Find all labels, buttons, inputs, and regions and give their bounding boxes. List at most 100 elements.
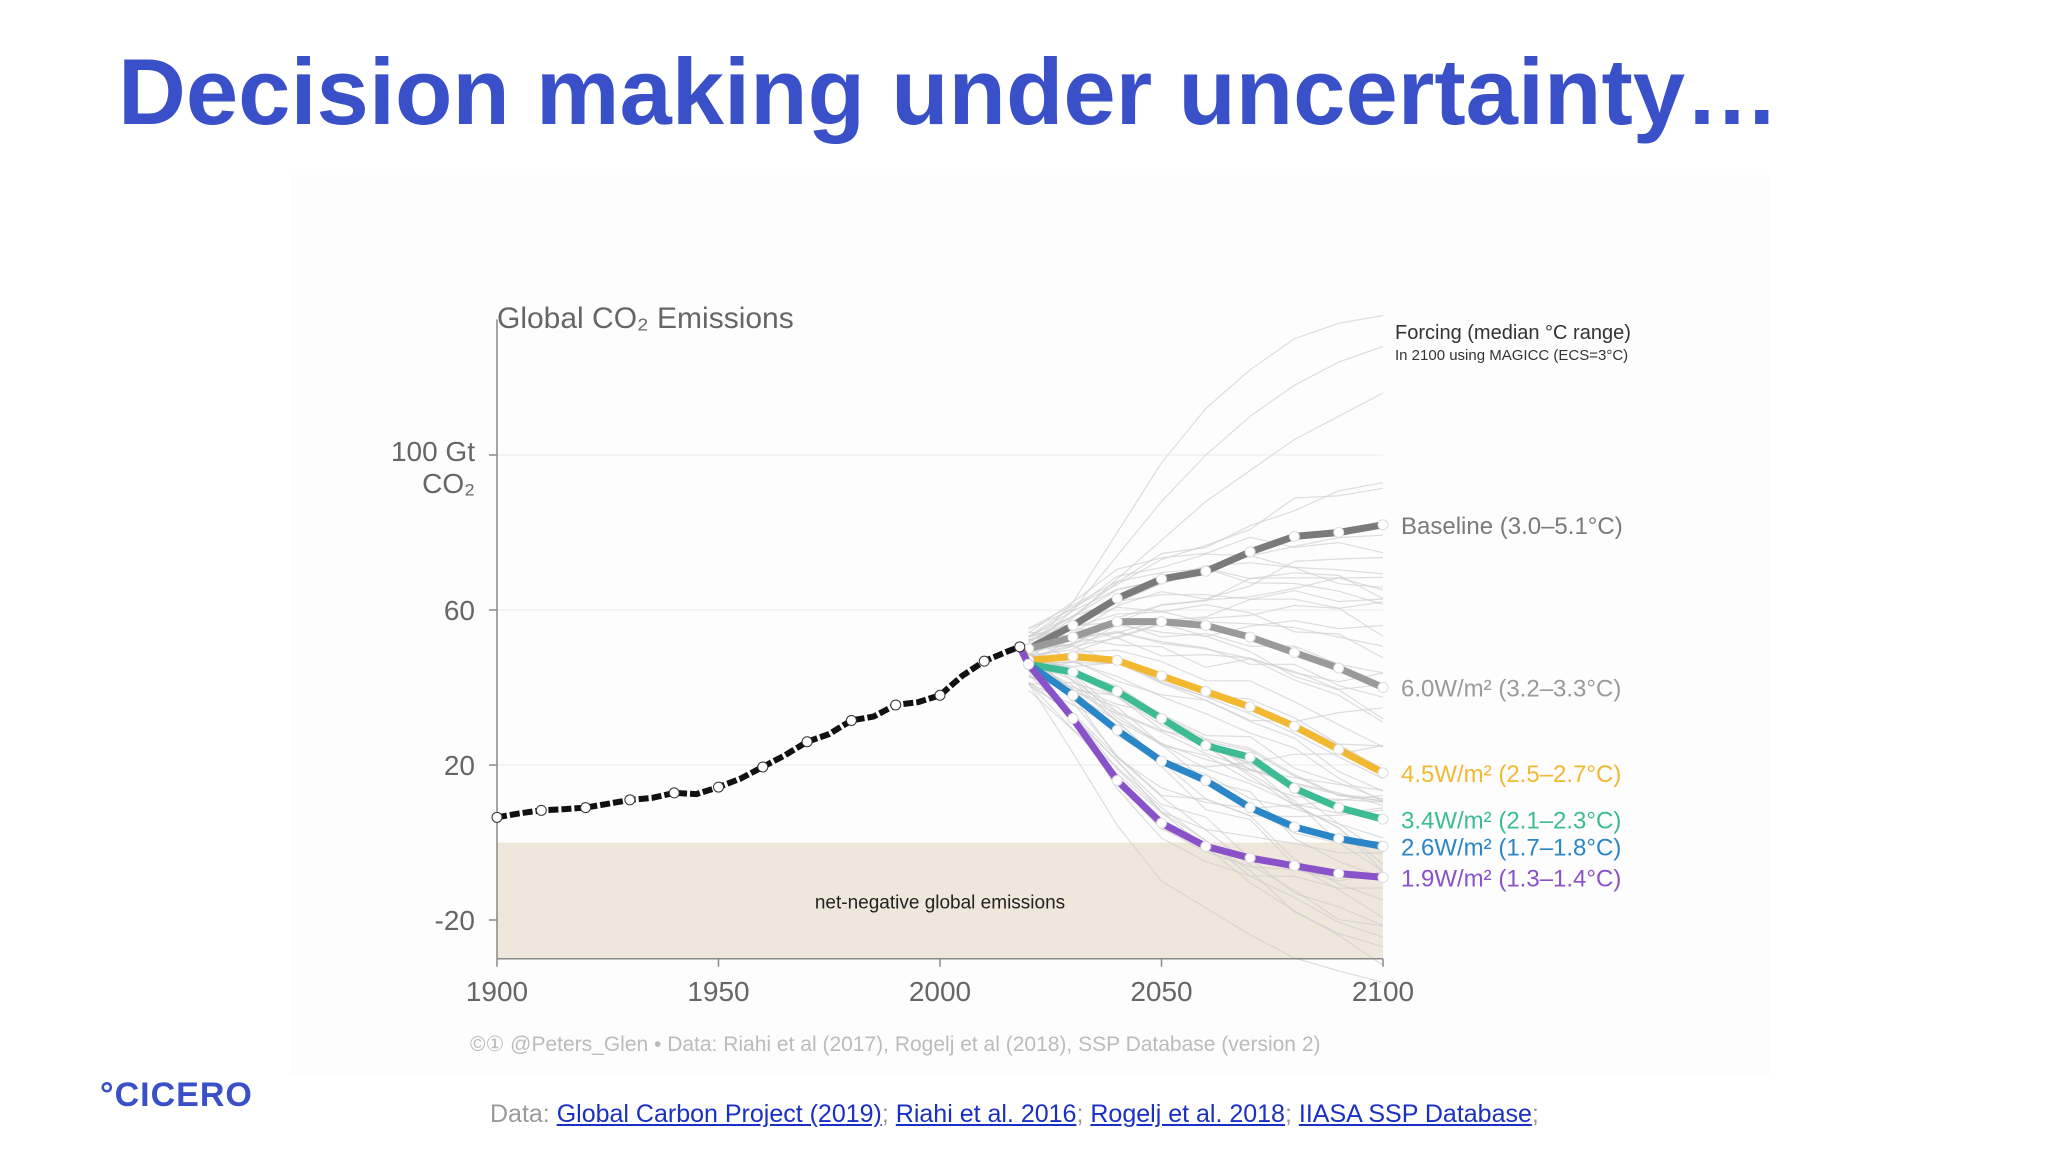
co2-emissions-chart: net-negative global emissions 1900 1950 20… [391, 302, 1631, 1056]
scenario-w26 [1016, 643, 1389, 852]
scenario-point [1288, 720, 1300, 732]
ensemble-line [1028, 658, 1384, 792]
ensemble-line [1028, 624, 1384, 720]
data-sources: Data: Global Carbon Project (2019); Riah… [490, 1100, 1539, 1128]
scenario-point [1111, 775, 1123, 786]
x-tick-label: 2050 [1130, 976, 1192, 1007]
scenario-point [1067, 631, 1079, 643]
ensemble-line [1028, 621, 1384, 674]
chart-credit: ©① @Peters_Glen • Data: Riahi et al (201… [470, 1033, 1321, 1056]
ensemble-line [1028, 657, 1384, 791]
scenario-point [1156, 817, 1167, 829]
historical-line [496, 643, 1021, 821]
scenario-point [1333, 527, 1345, 538]
historical-point [845, 714, 857, 726]
scenario-line-w45 [1016, 643, 1387, 777]
ensemble-line [1028, 681, 1384, 926]
ensemble-line [1028, 487, 1384, 637]
scenario-point [1200, 565, 1212, 577]
scenario-point [1244, 751, 1256, 763]
historical-point [890, 699, 902, 711]
scenario-point [1377, 682, 1389, 693]
ensemble-line [1028, 345, 1384, 650]
historical-point [580, 802, 592, 814]
ensemble-line [1028, 603, 1384, 659]
scenario-point [1288, 530, 1300, 542]
scenario-line-w26 [1016, 643, 1387, 850]
scenario-point [1111, 592, 1123, 604]
historical-series [491, 641, 1026, 823]
ensemble-line [1028, 631, 1384, 690]
slide-title: Decision making under uncertainty… [118, 39, 1780, 144]
scenario-point [1333, 744, 1345, 755]
legend-subtitle: In 2100 using MAGICC (ECS=3°C) [1395, 347, 1628, 364]
chart-figure: net-negative global emissions 1900 1950 20… [290, 175, 1770, 1075]
sources-prefix: Data: [490, 1100, 557, 1128]
ensemble-line [1028, 392, 1384, 650]
scenario-point [1200, 620, 1212, 631]
source-link-gcp[interactable]: Global Carbon Project (2019) [556, 1100, 882, 1128]
scenario-point [1288, 647, 1300, 659]
scenario-point [1244, 701, 1256, 713]
scenario-point [1156, 573, 1167, 585]
scenario-point [1333, 662, 1345, 674]
source-link-iiasa[interactable]: IIASA SSP Database [1298, 1100, 1532, 1128]
x-tick-label: 1950 [687, 976, 749, 1007]
ensemble-line [1028, 682, 1384, 983]
scenario-label-w45: 4.5W/m² (2.5–2.7°C) [1401, 761, 1621, 788]
historical-point [491, 811, 503, 823]
historical-point [801, 736, 813, 748]
ensemble-line [1028, 684, 1384, 927]
scenario-line-w34 [1016, 643, 1387, 823]
scenario-point [1244, 852, 1256, 864]
scenario-point [1288, 782, 1300, 794]
scenario-point [1111, 724, 1123, 736]
scenario-point [1111, 685, 1123, 697]
scenario-line-w19 [1016, 643, 1387, 881]
chart-title: Global CO₂ Emissions [497, 302, 794, 335]
x-tick-label: 2100 [1352, 976, 1414, 1007]
historical-point [535, 804, 547, 816]
scenario-point [1377, 813, 1389, 825]
y-tick-label: 20 [444, 750, 475, 781]
y-tick-label: 60 [444, 595, 475, 626]
scenario-label-w19: 1.9W/m² (1.3–1.4°C) [1401, 865, 1621, 892]
net-negative-label: net-negative global emissions [815, 893, 1065, 914]
cicero-logo: °CICERO [100, 1076, 253, 1114]
x-tick-label: 1900 [466, 976, 528, 1007]
historical-point [1014, 641, 1026, 653]
y-axis-label-unit: CO₂ [422, 468, 475, 499]
ensemble-line [1028, 589, 1384, 665]
scenario-line-baseline [1016, 521, 1387, 653]
historical-point [757, 761, 769, 773]
scenario-point [1377, 519, 1389, 531]
ensemble-line [1028, 553, 1384, 630]
scenario-point [1067, 620, 1079, 631]
ensemble-line [1028, 660, 1384, 800]
source-link-riahi[interactable]: Riahi et al. 2016 [895, 1100, 1077, 1128]
historical-point [713, 781, 724, 793]
scenario-point [1200, 775, 1212, 786]
scenario-point [1067, 651, 1079, 662]
scenario-w60 [1016, 616, 1389, 693]
source-link-rogelj[interactable]: Rogelj et al. 2018 [1090, 1100, 1285, 1128]
scenario-point [1244, 802, 1256, 814]
scenario-point [1156, 713, 1167, 724]
scenario-point [1333, 802, 1345, 814]
scenario-label-w60: 6.0W/m² (3.2–3.3°C) [1401, 676, 1621, 703]
scenario-point [1200, 685, 1212, 697]
scenario-point [1023, 658, 1035, 670]
scenario-point [1111, 654, 1123, 666]
ensemble-line [1028, 314, 1384, 650]
scenario-point [1288, 821, 1300, 833]
ensemble-line [1028, 645, 1384, 768]
scenario-point [1244, 631, 1256, 643]
scenario-point [1156, 670, 1167, 682]
ensemble-line [1028, 594, 1384, 643]
scenario-w19 [1016, 643, 1389, 883]
scenario-baseline [1016, 519, 1389, 655]
scenario-point [1067, 713, 1079, 724]
scenario-point [1377, 767, 1389, 779]
ensemble-line [1028, 601, 1384, 660]
scenario-point [1111, 616, 1123, 628]
